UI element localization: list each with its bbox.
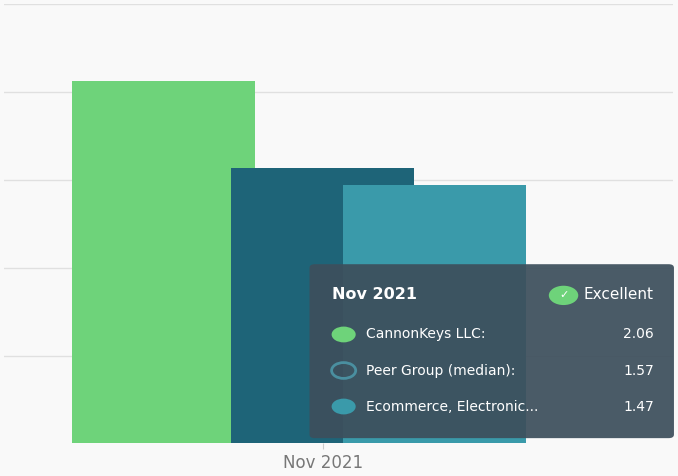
Text: Excellent: Excellent (584, 288, 654, 302)
Text: ✓: ✓ (559, 290, 568, 300)
Circle shape (549, 286, 578, 305)
Text: Ecommerce, Electronic...: Ecommerce, Electronic... (366, 399, 539, 414)
Text: Nov 2021: Nov 2021 (332, 288, 416, 302)
Bar (231, 168, 414, 444)
Text: 2.06: 2.06 (623, 327, 654, 341)
Text: CannonKeys LLC:: CannonKeys LLC: (366, 327, 486, 341)
Bar (72, 81, 255, 444)
Text: 1.57: 1.57 (623, 364, 654, 377)
FancyBboxPatch shape (310, 264, 674, 438)
Text: 1.47: 1.47 (623, 399, 654, 414)
Circle shape (332, 327, 356, 342)
Bar (343, 185, 526, 444)
Circle shape (332, 398, 356, 415)
Text: Peer Group (median):: Peer Group (median): (366, 364, 516, 377)
